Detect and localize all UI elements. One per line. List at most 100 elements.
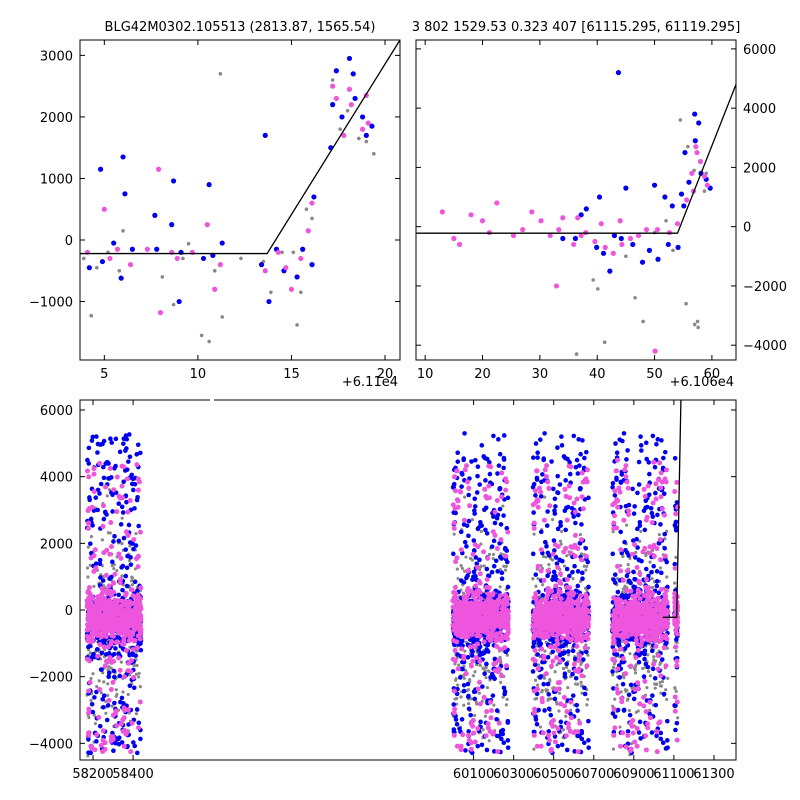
data-point [642, 656, 647, 662]
data-point [611, 665, 616, 670]
data-point [543, 474, 549, 480]
data-point [87, 584, 93, 590]
data-point [552, 739, 558, 745]
data-point [625, 448, 630, 453]
data-point [136, 595, 142, 601]
data-point [564, 714, 568, 718]
data-point [575, 669, 581, 675]
data-point [538, 437, 543, 442]
data-point [127, 683, 133, 689]
data-point [487, 471, 493, 477]
data-point [483, 733, 489, 739]
data-point [498, 537, 504, 543]
data-point [641, 319, 645, 324]
data-point [466, 485, 472, 491]
data-point [135, 487, 141, 493]
data-point [92, 747, 98, 753]
data-point [87, 679, 93, 685]
data-point [123, 648, 129, 654]
data-point [101, 475, 107, 481]
data-point [576, 657, 582, 663]
data-point [544, 596, 550, 602]
data-point [89, 313, 94, 318]
data-point [580, 570, 585, 576]
data-point [520, 227, 526, 233]
data-point [681, 203, 687, 209]
data-point [91, 466, 97, 472]
data-point [111, 580, 117, 586]
data-point [455, 450, 461, 456]
data-point [461, 457, 466, 463]
data-point [106, 674, 112, 680]
data-point [505, 745, 511, 750]
data-point [533, 619, 539, 625]
data-point [465, 591, 471, 597]
data-point [538, 641, 544, 647]
data-point [138, 626, 144, 632]
data-point [359, 126, 366, 132]
data-point [262, 268, 268, 274]
data-point [112, 571, 118, 577]
data-point [127, 559, 132, 563]
data-point [107, 665, 111, 669]
data-point [481, 639, 487, 645]
data-point [479, 564, 483, 568]
data-point [207, 339, 211, 344]
data-point [598, 221, 604, 227]
data-point [121, 479, 126, 485]
data-point [636, 659, 642, 665]
data-point [98, 481, 104, 487]
data-point [467, 616, 473, 622]
data-point [352, 95, 358, 102]
data-point [684, 301, 688, 306]
data-point [475, 544, 481, 550]
data-point [97, 679, 101, 683]
data-point [454, 497, 460, 503]
data-point [125, 707, 131, 713]
data-point [495, 617, 501, 623]
data-point [473, 655, 479, 661]
data-point [482, 455, 488, 461]
data-point [550, 649, 556, 655]
data-point [505, 584, 511, 590]
data-point [496, 733, 502, 739]
data-point [96, 627, 102, 633]
data-point [127, 498, 133, 504]
data-point [124, 446, 129, 451]
data-point [461, 591, 466, 595]
data-point [550, 558, 555, 562]
data-point [117, 268, 122, 273]
data-point [219, 240, 225, 246]
data-point [104, 588, 110, 594]
data-point [546, 604, 552, 610]
data-point [545, 550, 551, 556]
data-point [451, 525, 457, 531]
data-point [474, 588, 480, 594]
data-point [555, 490, 560, 495]
data-point [460, 600, 466, 606]
data-point [131, 685, 137, 691]
data-point [496, 720, 502, 726]
data-point [500, 727, 506, 733]
data-point [530, 551, 536, 557]
data-point [579, 522, 584, 527]
data-point [87, 541, 93, 546]
data-point [112, 465, 117, 471]
data-point [104, 547, 110, 553]
data-point [461, 653, 467, 659]
data-point [542, 539, 548, 545]
data-point [549, 663, 555, 669]
data-point [567, 669, 571, 673]
data-point [502, 622, 508, 628]
data-point [90, 611, 96, 617]
data-point [586, 697, 590, 702]
data-point [120, 574, 124, 578]
data-point [580, 576, 585, 582]
data-point [106, 476, 111, 481]
data-point [485, 686, 490, 690]
data-point [498, 522, 504, 527]
data-point [471, 548, 477, 553]
data-point [96, 614, 102, 620]
